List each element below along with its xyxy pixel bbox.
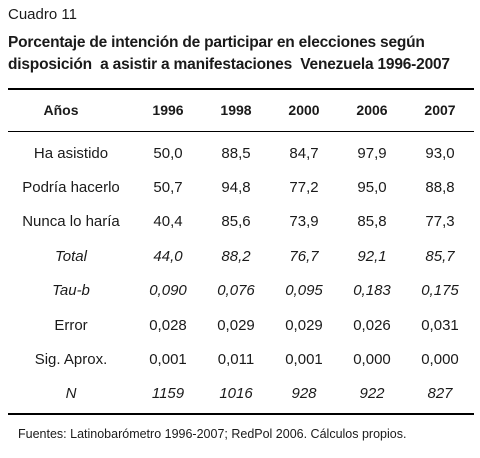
table-row: Podría hacerlo 50,7 94,8 77,2 95,0 88,8	[8, 170, 474, 204]
row-label: Nunca lo haría	[22, 213, 120, 231]
table-cell: 827	[427, 385, 453, 403]
table-cell: 0,000	[353, 351, 391, 369]
table-cell: 85,7	[425, 247, 455, 265]
table-cell: 0,001	[149, 351, 187, 369]
data-table: Años 1996 1998 2000 2006 2007 Ha asistid…	[8, 90, 474, 411]
table-top-rule	[8, 88, 474, 90]
table-cell: 93,0	[425, 144, 455, 162]
table-cell: 44,0	[153, 247, 183, 265]
header-cell: 2006	[356, 102, 388, 118]
table-header-rule	[8, 131, 474, 132]
table-row: Nunca lo haría 40,4 85,6 73,9 85,8 77,3	[8, 205, 474, 239]
table-row: Ha asistido 50,0 88,5 84,7 97,9 93,0	[8, 130, 474, 170]
table-cell: 85,6	[221, 213, 251, 231]
header-row: Años 1996 1998 2000 2006 2007	[8, 90, 474, 130]
table-cell: 88,5	[221, 144, 251, 162]
table-cell: 0,031	[421, 316, 459, 334]
table-row: N 1159 1016 928 922 827	[8, 377, 474, 411]
table-cell: 922	[359, 385, 385, 403]
source-note: Fuentes: Latinobarómetro 1996-2007; RedP…	[18, 427, 407, 441]
table-row: Error 0,028 0,029 0,029 0,026 0,031	[8, 308, 474, 342]
table-cell: 88,2	[221, 247, 251, 265]
row-label: Ha asistido	[33, 144, 109, 162]
header-cell: 1998	[220, 102, 252, 118]
row-label: N	[65, 385, 77, 403]
row-label: Tau-b	[52, 282, 90, 300]
table-row: Sig. Aprox. 0,001 0,011 0,001 0,000 0,000	[8, 342, 474, 376]
header-cell: 1996	[152, 102, 184, 118]
table-cell: 0,095	[285, 282, 323, 300]
table-cell: 928	[291, 385, 317, 403]
table-cell: 0,076	[217, 282, 255, 300]
table-cell: 76,7	[289, 247, 319, 265]
title-line-1: Porcentaje de intención de participar en…	[8, 34, 425, 51]
row-label: Error	[54, 316, 88, 334]
table-cell: 0,001	[285, 351, 323, 369]
table-cell: 84,7	[289, 144, 319, 162]
table-cell: 50,0	[153, 144, 183, 162]
title-line-2: disposición a asistir a manifestaciones …	[8, 56, 450, 73]
table-cell: 0,029	[285, 316, 323, 334]
table-cell: 50,7	[153, 179, 183, 197]
row-label: Podría hacerlo	[22, 179, 120, 197]
table-cell: 0,175	[421, 282, 459, 300]
table-cell: 1016	[219, 385, 253, 403]
table-cell: 0,183	[353, 282, 391, 300]
table-cell: 77,2	[289, 179, 319, 197]
table-cell: 0,029	[217, 316, 255, 334]
table-cell: 77,3	[425, 213, 455, 231]
header-cell: 2000	[288, 102, 320, 118]
header-cell: 2007	[424, 102, 456, 118]
table-cell: 0,011	[217, 351, 255, 369]
table-caption: Cuadro 11	[8, 6, 77, 23]
table-cell: 94,8	[221, 179, 251, 197]
table-body: Ha asistido 50,0 88,5 84,7 97,9 93,0 Podría ha…	[8, 130, 474, 411]
table-cell: 40,4	[153, 213, 183, 231]
table-bottom-rule	[8, 413, 474, 415]
table-cell: 73,9	[289, 213, 319, 231]
table-title: Porcentaje de intención de participar en…	[8, 32, 478, 76]
table-cell: 0,026	[353, 316, 391, 334]
row-label: Total	[55, 247, 87, 265]
table-cell: 0,000	[421, 351, 459, 369]
table-cell: 88,8	[425, 179, 455, 197]
table-cell: 0,090	[149, 282, 187, 300]
table-cell: 95,0	[357, 179, 387, 197]
table-cell: 92,1	[357, 247, 387, 265]
row-label: Sig. Aprox.	[34, 351, 108, 369]
table-row: Total 44,0 88,2 76,7 92,1 85,7	[8, 239, 474, 273]
table-cell: 1159	[151, 385, 185, 403]
table-cell: 85,8	[357, 213, 387, 231]
header-cell-years: Años	[43, 102, 79, 118]
table-cell: 97,9	[357, 144, 387, 162]
table-row: Tau-b 0,090 0,076 0,095 0,183 0,175	[8, 274, 474, 308]
table-cell: 0,028	[149, 316, 187, 334]
